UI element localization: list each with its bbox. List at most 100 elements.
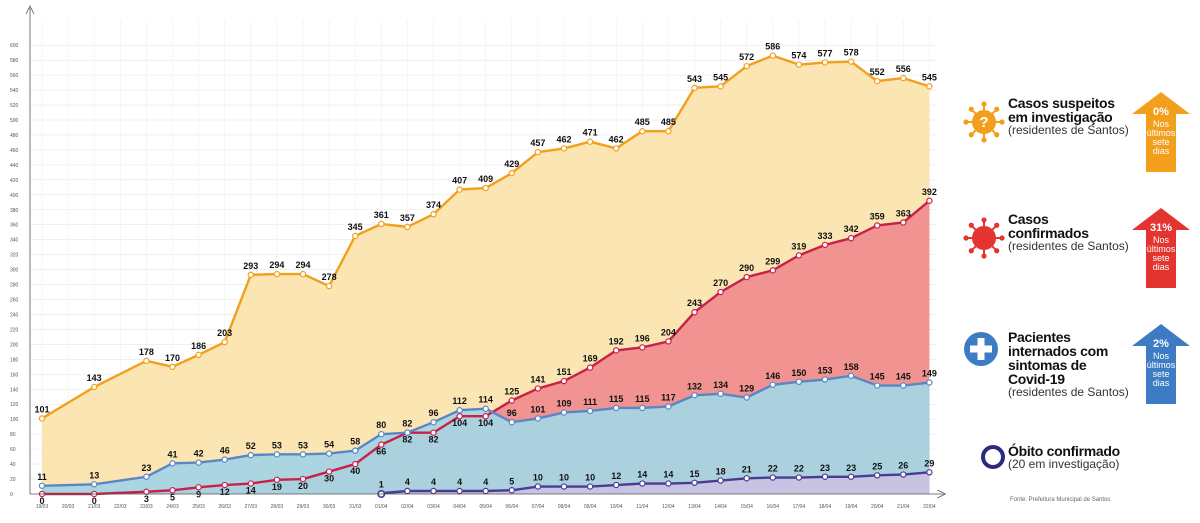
- data-label: 96: [507, 408, 517, 418]
- y-tick-label: 540: [10, 88, 19, 94]
- x-tick-label: 11/04: [636, 504, 648, 510]
- data-label: 23: [846, 463, 856, 473]
- point-series-1: [378, 441, 385, 448]
- data-label: 457: [530, 138, 545, 148]
- virus-spike-tip: [994, 132, 1000, 138]
- point-series-1: [195, 484, 202, 491]
- point-series-2: [90, 481, 98, 488]
- point-series-0: [404, 223, 411, 231]
- data-label: 18: [716, 467, 726, 477]
- y-axis-arrow: [25, 5, 35, 15]
- point-series-2: [560, 409, 568, 416]
- point-series-0: [325, 282, 333, 290]
- data-label: 278: [322, 272, 337, 282]
- data-label: 151: [556, 367, 571, 377]
- data-label: 115: [609, 394, 624, 404]
- y-tick-label: 600: [10, 43, 19, 49]
- y-tick-label: 500: [10, 118, 19, 124]
- x-tick-label: 31/03: [349, 504, 362, 510]
- data-label: 66: [376, 447, 386, 457]
- point-series-0: [508, 169, 515, 177]
- x-tick-label: 23/03: [140, 504, 153, 510]
- data-label: 407: [452, 176, 467, 186]
- point-series-3: [795, 474, 803, 481]
- arrow-badge: 2% Nos últimos sete dias: [1132, 324, 1190, 404]
- virus-spike-tip: [981, 101, 987, 107]
- x-tick-label: 17/04: [793, 504, 806, 510]
- data-label: 294: [269, 260, 284, 270]
- point-series-1: [639, 344, 646, 351]
- data-label: 574: [791, 51, 806, 61]
- y-tick-label: 260: [10, 298, 19, 304]
- data-label: 40: [350, 466, 360, 476]
- point-series-0: [430, 211, 437, 218]
- point-series-0: [717, 83, 724, 90]
- x-tick-label: 14/04: [714, 504, 727, 510]
- point-series-0: [456, 186, 463, 193]
- data-label: 196: [635, 333, 650, 343]
- data-label: 132: [687, 381, 702, 391]
- x-tick-label: 02/04: [401, 504, 414, 510]
- y-tick-label: 220: [10, 327, 19, 333]
- data-label: 145: [870, 372, 885, 382]
- virus-spike-tip: [994, 248, 1000, 254]
- y-tick-label: 480: [10, 133, 19, 139]
- point-series-2: [639, 404, 646, 412]
- arrow-badge: 31% Nos últimos sete dias: [1132, 208, 1190, 288]
- data-label: 114: [478, 395, 493, 405]
- point-series-1: [847, 234, 855, 242]
- data-label: 13: [89, 470, 99, 480]
- data-label: 577: [817, 48, 832, 58]
- virus-body: [972, 110, 996, 134]
- y-tick-label: 240: [10, 312, 19, 318]
- y-tick-label: 400: [10, 193, 19, 199]
- point-series-0: [691, 84, 698, 92]
- data-label: 111: [583, 397, 597, 407]
- up-arrow-icon: [1132, 92, 1190, 172]
- up-arrow-icon: [1132, 208, 1190, 288]
- arrow-note: Nos últimos sete dias: [1146, 119, 1176, 156]
- point-series-3: [900, 471, 907, 478]
- point-series-2: [221, 456, 228, 463]
- virus-spike-tip: [981, 253, 987, 259]
- point-series-0: [482, 184, 489, 192]
- point-series-2: [38, 482, 46, 489]
- x-tick-label: 30/03: [323, 504, 336, 510]
- point-series-2: [769, 381, 777, 388]
- legend-title: Casos suspeitos em investigação: [1008, 95, 1115, 125]
- virus-spike-tip: [994, 222, 1000, 228]
- point-series-2: [665, 403, 672, 410]
- point-series-0: [38, 415, 46, 422]
- y-tick-label: 360: [10, 223, 19, 229]
- data-label: 12: [220, 487, 230, 497]
- x-tick-label: 22/03: [114, 504, 127, 510]
- arrow-note: Nos últimos sete dias: [1146, 351, 1176, 388]
- data-label: 471: [583, 128, 598, 138]
- point-series-3: [717, 477, 724, 484]
- data-label: 15: [689, 469, 699, 479]
- point-series-2: [456, 407, 463, 414]
- virus-spike-tip: [968, 106, 974, 112]
- data-label: 294: [295, 260, 310, 270]
- data-label: 82: [428, 435, 438, 445]
- point-series-3: [847, 473, 855, 480]
- point-series-3: [743, 475, 750, 482]
- point-series-3: [639, 480, 646, 487]
- point-series-2: [900, 382, 907, 389]
- data-label: 101: [34, 404, 49, 414]
- x-tick-label: 20/03: [62, 504, 75, 510]
- point-series-1: [795, 252, 803, 259]
- point-series-2: [378, 430, 385, 438]
- data-label: 53: [272, 440, 282, 450]
- data-label: 359: [870, 211, 885, 221]
- point-series-1: [508, 397, 515, 404]
- data-label: 149: [922, 369, 937, 379]
- data-label: 178: [139, 347, 154, 357]
- point-series-2: [795, 378, 803, 385]
- point-series-2: [926, 379, 933, 386]
- point-series-3: [456, 487, 463, 495]
- data-label: 41: [167, 449, 177, 459]
- virus-icon: ?: [963, 101, 1005, 143]
- point-series-2: [534, 415, 542, 422]
